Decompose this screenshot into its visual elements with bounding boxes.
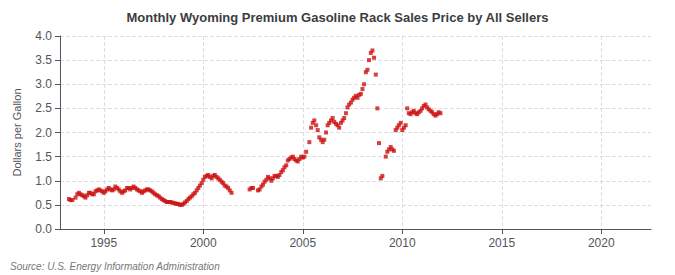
svg-text:2000: 2000 [190, 236, 217, 250]
svg-text:2005: 2005 [289, 236, 316, 250]
svg-text:2020: 2020 [588, 236, 615, 250]
svg-text:0.0: 0.0 [35, 222, 52, 236]
svg-text:1995: 1995 [90, 236, 117, 250]
svg-text:1.5: 1.5 [35, 150, 52, 164]
svg-text:2015: 2015 [488, 236, 515, 250]
svg-text:1.0: 1.0 [35, 174, 52, 188]
svg-text:2010: 2010 [389, 236, 416, 250]
svg-text:0.5: 0.5 [35, 198, 52, 212]
svg-text:Source: U.S. Energy Informatio: Source: U.S. Energy Information Administ… [10, 261, 220, 272]
svg-text:4.0: 4.0 [35, 29, 52, 43]
svg-text:Dollars per Gallon: Dollars per Gallon [11, 88, 23, 176]
svg-text:3.5: 3.5 [35, 53, 52, 67]
svg-text:Monthly Wyoming Premium Gasoli: Monthly Wyoming Premium Gasoline Rack Sa… [127, 10, 549, 25]
svg-text:2.5: 2.5 [35, 101, 52, 115]
svg-text:3.0: 3.0 [35, 77, 52, 91]
svg-text:2.0: 2.0 [35, 126, 52, 140]
